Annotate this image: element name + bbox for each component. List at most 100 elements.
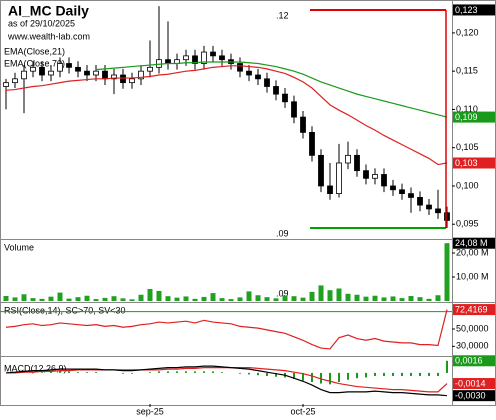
- legend-label: EMA(Close,70): [4, 58, 65, 68]
- candle-body: [426, 204, 432, 210]
- histogram-bar: [167, 371, 169, 373]
- volume-bar: [444, 243, 450, 301]
- volume-bar: [363, 296, 369, 301]
- histogram-bar: [68, 371, 70, 373]
- candle-body: [3, 82, 9, 87]
- histogram-bar: [158, 371, 160, 373]
- histogram-bar: [86, 372, 88, 373]
- candle-body: [21, 70, 27, 80]
- last-value-box: [453, 355, 495, 367]
- histogram-bar: [410, 372, 412, 376]
- y-tick-label: 0,100: [456, 180, 479, 190]
- candle-body: [237, 63, 243, 72]
- histogram-bar: [41, 372, 43, 373]
- histogram-bar: [446, 360, 448, 373]
- y-tick-label: 0,115: [456, 66, 478, 76]
- candle-body: [57, 63, 63, 72]
- candle-body: [120, 74, 126, 84]
- volume-bar: [66, 298, 72, 301]
- volume-bar: [435, 295, 441, 301]
- volume-bar: [291, 296, 297, 301]
- y-tick-label: 0,095: [456, 219, 479, 229]
- candle-body: [336, 162, 342, 195]
- volume-bar: [201, 296, 207, 301]
- frame: [0, 0, 496, 406]
- candle-body: [147, 66, 153, 72]
- volume-bar: [48, 296, 54, 301]
- volume-bar: [183, 296, 189, 301]
- volume-bar: [129, 299, 135, 301]
- histogram-bar: [131, 372, 133, 374]
- candle-body: [66, 63, 72, 68]
- volume-bar: [102, 297, 108, 301]
- candle-body: [246, 70, 252, 76]
- candle-body: [327, 185, 333, 195]
- last-value-box: [453, 390, 495, 402]
- volume-bar: [210, 293, 216, 301]
- last-value-label: 72,4169: [455, 304, 488, 314]
- watermark: www.wealth-lab.com: [7, 31, 90, 41]
- annotation: .09: [276, 228, 289, 238]
- candle-body: [39, 66, 45, 76]
- histogram-bar: [347, 372, 349, 380]
- volume-bar: [426, 298, 432, 301]
- last-value-label: -0,0030: [455, 391, 486, 401]
- histogram-bar: [311, 372, 313, 383]
- volume-bar: [93, 299, 99, 301]
- volume-bar: [156, 290, 162, 301]
- histogram-bar: [329, 372, 331, 385]
- histogram-bar: [221, 372, 223, 373]
- annotation: .09: [276, 288, 289, 298]
- candle-body: [219, 55, 225, 61]
- y-tick-label: 50,0000: [456, 323, 489, 333]
- panel-title: Volume: [4, 242, 34, 252]
- volume-bar: [390, 296, 396, 301]
- candle-body: [201, 51, 207, 64]
- candle-body: [48, 70, 54, 76]
- candle-body: [183, 55, 189, 61]
- volume-bar: [138, 294, 144, 301]
- candle-body: [435, 208, 441, 214]
- histogram-bar: [95, 372, 97, 373]
- candle-body: [291, 101, 297, 118]
- histogram-bar: [437, 372, 439, 376]
- candle-body: [12, 78, 18, 84]
- candle-body: [111, 74, 117, 80]
- last-value-label: -0,0014: [455, 378, 486, 388]
- histogram-bar: [185, 371, 187, 373]
- histogram-bar: [383, 372, 385, 376]
- volume-bar: [300, 297, 306, 301]
- volume-bar: [21, 294, 27, 301]
- candle-body: [210, 51, 216, 57]
- candle-body: [300, 116, 306, 133]
- y-tick-label: 10,00 M: [456, 271, 489, 281]
- candle-body: [264, 78, 270, 87]
- candle-body: [399, 189, 405, 195]
- volume-bar: [192, 298, 198, 301]
- volume-bar: [417, 297, 423, 301]
- volume-bar: [381, 297, 387, 301]
- candle-body: [138, 70, 144, 80]
- histogram-bar: [59, 371, 61, 373]
- volume-bar: [219, 298, 225, 301]
- line: [95, 61, 448, 118]
- histogram-bar: [356, 372, 358, 379]
- histogram-bar: [374, 372, 376, 376]
- last-value-box: [453, 111, 495, 123]
- histogram-bar: [77, 372, 79, 373]
- last-value-label: 0,0016: [455, 356, 483, 366]
- legend-label: EMA(Close,21): [4, 46, 65, 56]
- histogram-bar: [257, 372, 259, 376]
- candle-body: [363, 170, 369, 179]
- volume-bar: [12, 297, 18, 301]
- histogram-bar: [176, 371, 178, 373]
- volume-bar: [30, 298, 36, 301]
- candle-body: [444, 212, 450, 221]
- histogram-bar: [401, 372, 403, 376]
- candle-body: [192, 55, 198, 64]
- histogram-bar: [50, 371, 52, 373]
- candle-body: [390, 185, 396, 191]
- candle-body: [417, 197, 423, 206]
- volume-bar: [273, 298, 279, 301]
